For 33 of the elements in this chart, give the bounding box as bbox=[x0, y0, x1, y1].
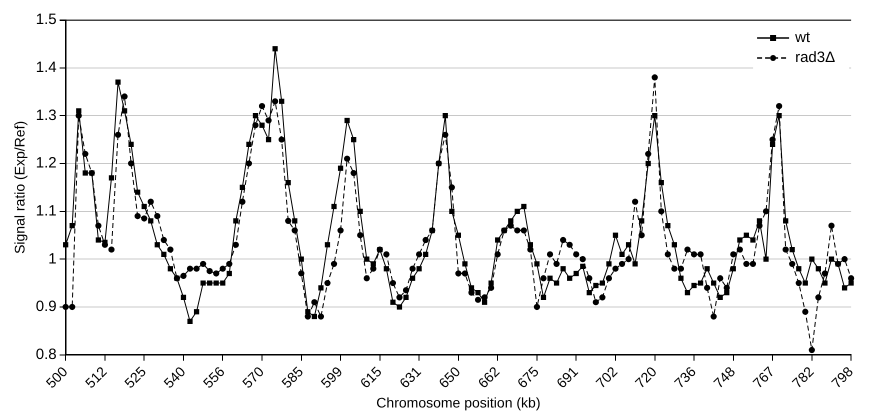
y-tick-label: 1.4 bbox=[36, 58, 57, 76]
legend-label: rad3Δ bbox=[795, 49, 836, 66]
x-tick-label: 748 bbox=[710, 363, 738, 392]
legend-label: wt bbox=[794, 29, 811, 46]
x-tick-label: 691 bbox=[553, 363, 582, 392]
x-tick-label: 556 bbox=[200, 363, 228, 392]
x-tick-label: 631 bbox=[396, 363, 424, 392]
y-tick-label: 1.2 bbox=[36, 154, 57, 172]
x-axis-title: Chromosome position (kb) bbox=[376, 394, 540, 410]
x-tick-label: 662 bbox=[474, 363, 503, 392]
x-tick-label: 615 bbox=[356, 363, 385, 392]
x-tick-label: 599 bbox=[318, 363, 346, 392]
x-tick-label: 767 bbox=[750, 363, 778, 392]
y-tick-label: 1 bbox=[48, 250, 57, 268]
x-tick-label: 720 bbox=[632, 363, 660, 392]
x-tick-label: 512 bbox=[82, 363, 110, 392]
x-tick-label: 736 bbox=[671, 363, 700, 392]
y-tick-label: 1.5 bbox=[36, 11, 57, 28]
x-tick-label: 570 bbox=[239, 363, 268, 392]
x-tick-label: 585 bbox=[278, 363, 306, 392]
x-tick-label: 540 bbox=[160, 363, 188, 392]
y-tick-label: 1.3 bbox=[36, 106, 57, 124]
x-tick-label: 650 bbox=[435, 363, 464, 392]
y-tick-label: 1.1 bbox=[36, 202, 57, 220]
x-tick-label: 702 bbox=[592, 363, 620, 392]
x-tick-label: 525 bbox=[121, 363, 150, 392]
y-axis-title: Signal ratio (Exp/Ref) bbox=[11, 120, 28, 254]
y-tick-label: 0.8 bbox=[36, 346, 57, 363]
x-tick-label: 500 bbox=[42, 363, 71, 392]
y-tick-label: 0.9 bbox=[36, 298, 57, 316]
x-tick-label: 675 bbox=[514, 363, 542, 392]
x-tick-label: 798 bbox=[828, 363, 856, 392]
x-tick-label: 782 bbox=[788, 363, 817, 392]
